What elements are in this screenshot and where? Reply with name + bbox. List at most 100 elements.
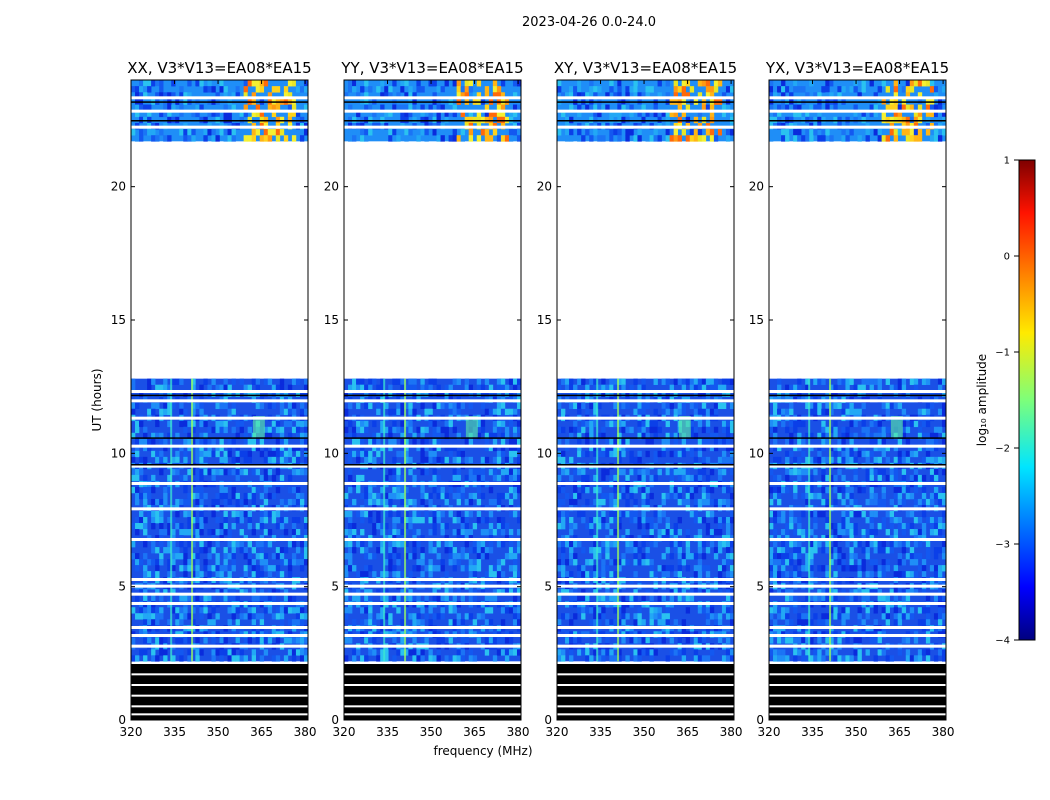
rfi-patch: [252, 416, 265, 438]
data-pixel: [159, 408, 164, 416]
data-pixel: [364, 129, 369, 136]
data-pixel: [440, 613, 445, 620]
data-pixel: [697, 637, 703, 644]
data-pixel: [601, 523, 606, 530]
data-pixel: [705, 86, 711, 93]
data-pixel: [725, 649, 731, 656]
data-pixel: [223, 80, 228, 87]
data-pixel: [909, 553, 915, 560]
data-pixel: [653, 510, 658, 518]
data-pixel: [267, 571, 273, 578]
data-pixel: [645, 450, 650, 458]
data-pixel: [420, 516, 425, 524]
data-pixel: [593, 450, 598, 458]
data-pixel: [251, 529, 257, 536]
data-pixel: [364, 492, 369, 500]
data-pixel: [303, 547, 309, 554]
data-pixel: [841, 378, 846, 385]
data-pixel: [589, 426, 594, 434]
data-pixel: [685, 492, 691, 500]
data-pixel: [593, 384, 598, 391]
data-pixel: [573, 486, 578, 494]
data-pixel: [492, 655, 498, 662]
data-pixel: [709, 649, 715, 656]
data-pixel: [645, 516, 650, 524]
data-pixel: [255, 613, 261, 620]
data-pixel: [440, 529, 445, 536]
data-pixel: [785, 541, 790, 548]
data-pixel: [368, 378, 373, 385]
data-pixel: [372, 378, 377, 385]
data-pixel: [613, 420, 618, 428]
data-pixel: [203, 492, 208, 500]
data-pixel: [412, 438, 417, 446]
data-pixel: [275, 450, 281, 458]
data-pixel: [921, 529, 927, 536]
data-pixel: [416, 565, 421, 572]
data-pixel: [657, 450, 662, 458]
data-pixel: [191, 420, 196, 428]
data-pixel: [436, 613, 441, 620]
data-pixel: [821, 420, 826, 428]
data-pixel: [837, 456, 842, 464]
data-pixel: [243, 547, 248, 554]
data-pixel: [287, 595, 293, 602]
data-pixel: [143, 426, 148, 434]
data-pixel: [825, 486, 830, 494]
data-pixel: [187, 432, 192, 440]
data-pixel: [412, 595, 417, 602]
data-pixel: [617, 510, 622, 518]
data-pixel: [271, 655, 277, 662]
data-pixel: [617, 92, 622, 99]
data-pixel: [849, 444, 854, 452]
data-pixel: [569, 529, 574, 536]
data-pixel: [227, 110, 232, 118]
data-pixel: [885, 402, 890, 410]
data-pixel: [585, 104, 590, 111]
data-pixel: [388, 468, 393, 476]
data-pixel: [215, 571, 220, 578]
data-pixel: [613, 438, 618, 446]
data-pixel: [781, 390, 786, 398]
data-pixel: [649, 474, 654, 482]
data-pixel: [295, 607, 301, 614]
data-pixel: [633, 649, 638, 656]
data-pixel: [468, 86, 474, 93]
white-gap: [557, 634, 734, 637]
data-pixel: [508, 553, 514, 560]
data-pixel: [199, 80, 204, 87]
data-pixel: [219, 456, 224, 464]
data-pixel: [171, 80, 176, 87]
data-pixel: [905, 450, 911, 458]
data-pixel: [352, 589, 357, 596]
data-pixel: [360, 86, 365, 93]
data-pixel: [705, 565, 711, 572]
data-pixel: [645, 589, 650, 596]
data-pixel: [557, 390, 562, 398]
data-pixel: [360, 420, 365, 428]
data-pixel: [348, 541, 353, 548]
data-pixel: [713, 547, 719, 554]
data-pixel: [159, 432, 164, 440]
data-pixel: [625, 402, 630, 410]
data-pixel: [448, 408, 453, 416]
data-pixel: [785, 408, 790, 416]
data-pixel: [211, 547, 216, 554]
data-pixel: [557, 456, 562, 464]
data-pixel: [299, 408, 305, 416]
data-pixel: [231, 492, 236, 500]
data-pixel: [239, 110, 244, 118]
data-pixel: [601, 607, 606, 614]
data-pixel: [701, 438, 707, 446]
data-pixel: [472, 559, 478, 566]
data-pixel: [191, 541, 196, 548]
data-pixel: [709, 613, 715, 620]
data-pixel: [223, 426, 228, 434]
white-gap: [344, 125, 521, 129]
data-pixel: [797, 456, 802, 464]
data-pixel: [873, 468, 878, 476]
data-pixel: [191, 619, 196, 626]
data-pixel: [251, 390, 257, 398]
data-pixel: [251, 547, 257, 554]
data-pixel: [508, 378, 514, 385]
